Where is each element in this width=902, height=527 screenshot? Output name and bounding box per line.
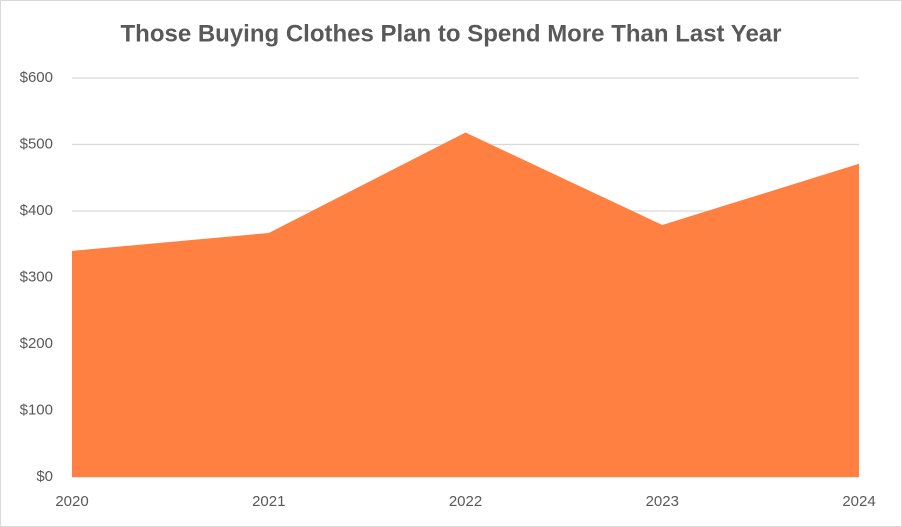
x-tick-label: 2023: [646, 493, 679, 510]
x-tick-label: 2020: [55, 493, 88, 510]
y-tick-label: $500: [20, 135, 53, 152]
x-tick-label: 2022: [449, 493, 482, 510]
x-tick-label: 2021: [252, 493, 285, 510]
chart-title: Those Buying Clothes Plan to Spend More …: [121, 20, 782, 47]
y-tick-label: $0: [36, 468, 53, 485]
y-tick-label: $200: [20, 335, 53, 352]
y-tick-label: $600: [20, 69, 53, 86]
y-tick-label: $100: [20, 401, 53, 418]
area: [72, 132, 859, 477]
x-tick-label: 2024: [842, 493, 875, 510]
y-tick-label: $400: [20, 202, 53, 219]
y-tick-label: $300: [20, 268, 53, 285]
